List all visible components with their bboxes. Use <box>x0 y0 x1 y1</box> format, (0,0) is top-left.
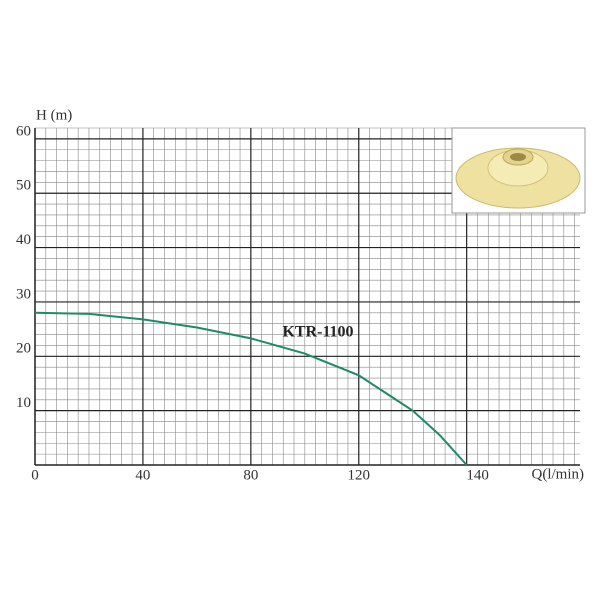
x-tick-label: 80 <box>243 467 258 483</box>
impeller-photo <box>451 127 586 214</box>
y-tick-label: 10 <box>16 395 31 411</box>
y-axis-label: H (m) <box>36 107 72 123</box>
x-tick-label: 0 <box>31 467 39 483</box>
y-tick-label: 50 <box>16 178 31 194</box>
curve-annotation: KTR-1100 <box>282 324 353 341</box>
x-tick-label: 120 <box>348 467 371 483</box>
y-tick-label: 30 <box>16 286 31 302</box>
y-tick-label: 20 <box>16 341 31 357</box>
data-line <box>34 311 468 466</box>
x-tick-label: 40 <box>135 467 150 483</box>
x-tick-label: 140 <box>466 467 489 483</box>
y-tick-label: 60 <box>16 123 31 139</box>
x-axis-label: Q(l/min) <box>532 466 585 482</box>
y-tick-label: 40 <box>16 232 31 248</box>
impeller-bore <box>510 153 526 161</box>
minor-grid <box>34 127 580 466</box>
